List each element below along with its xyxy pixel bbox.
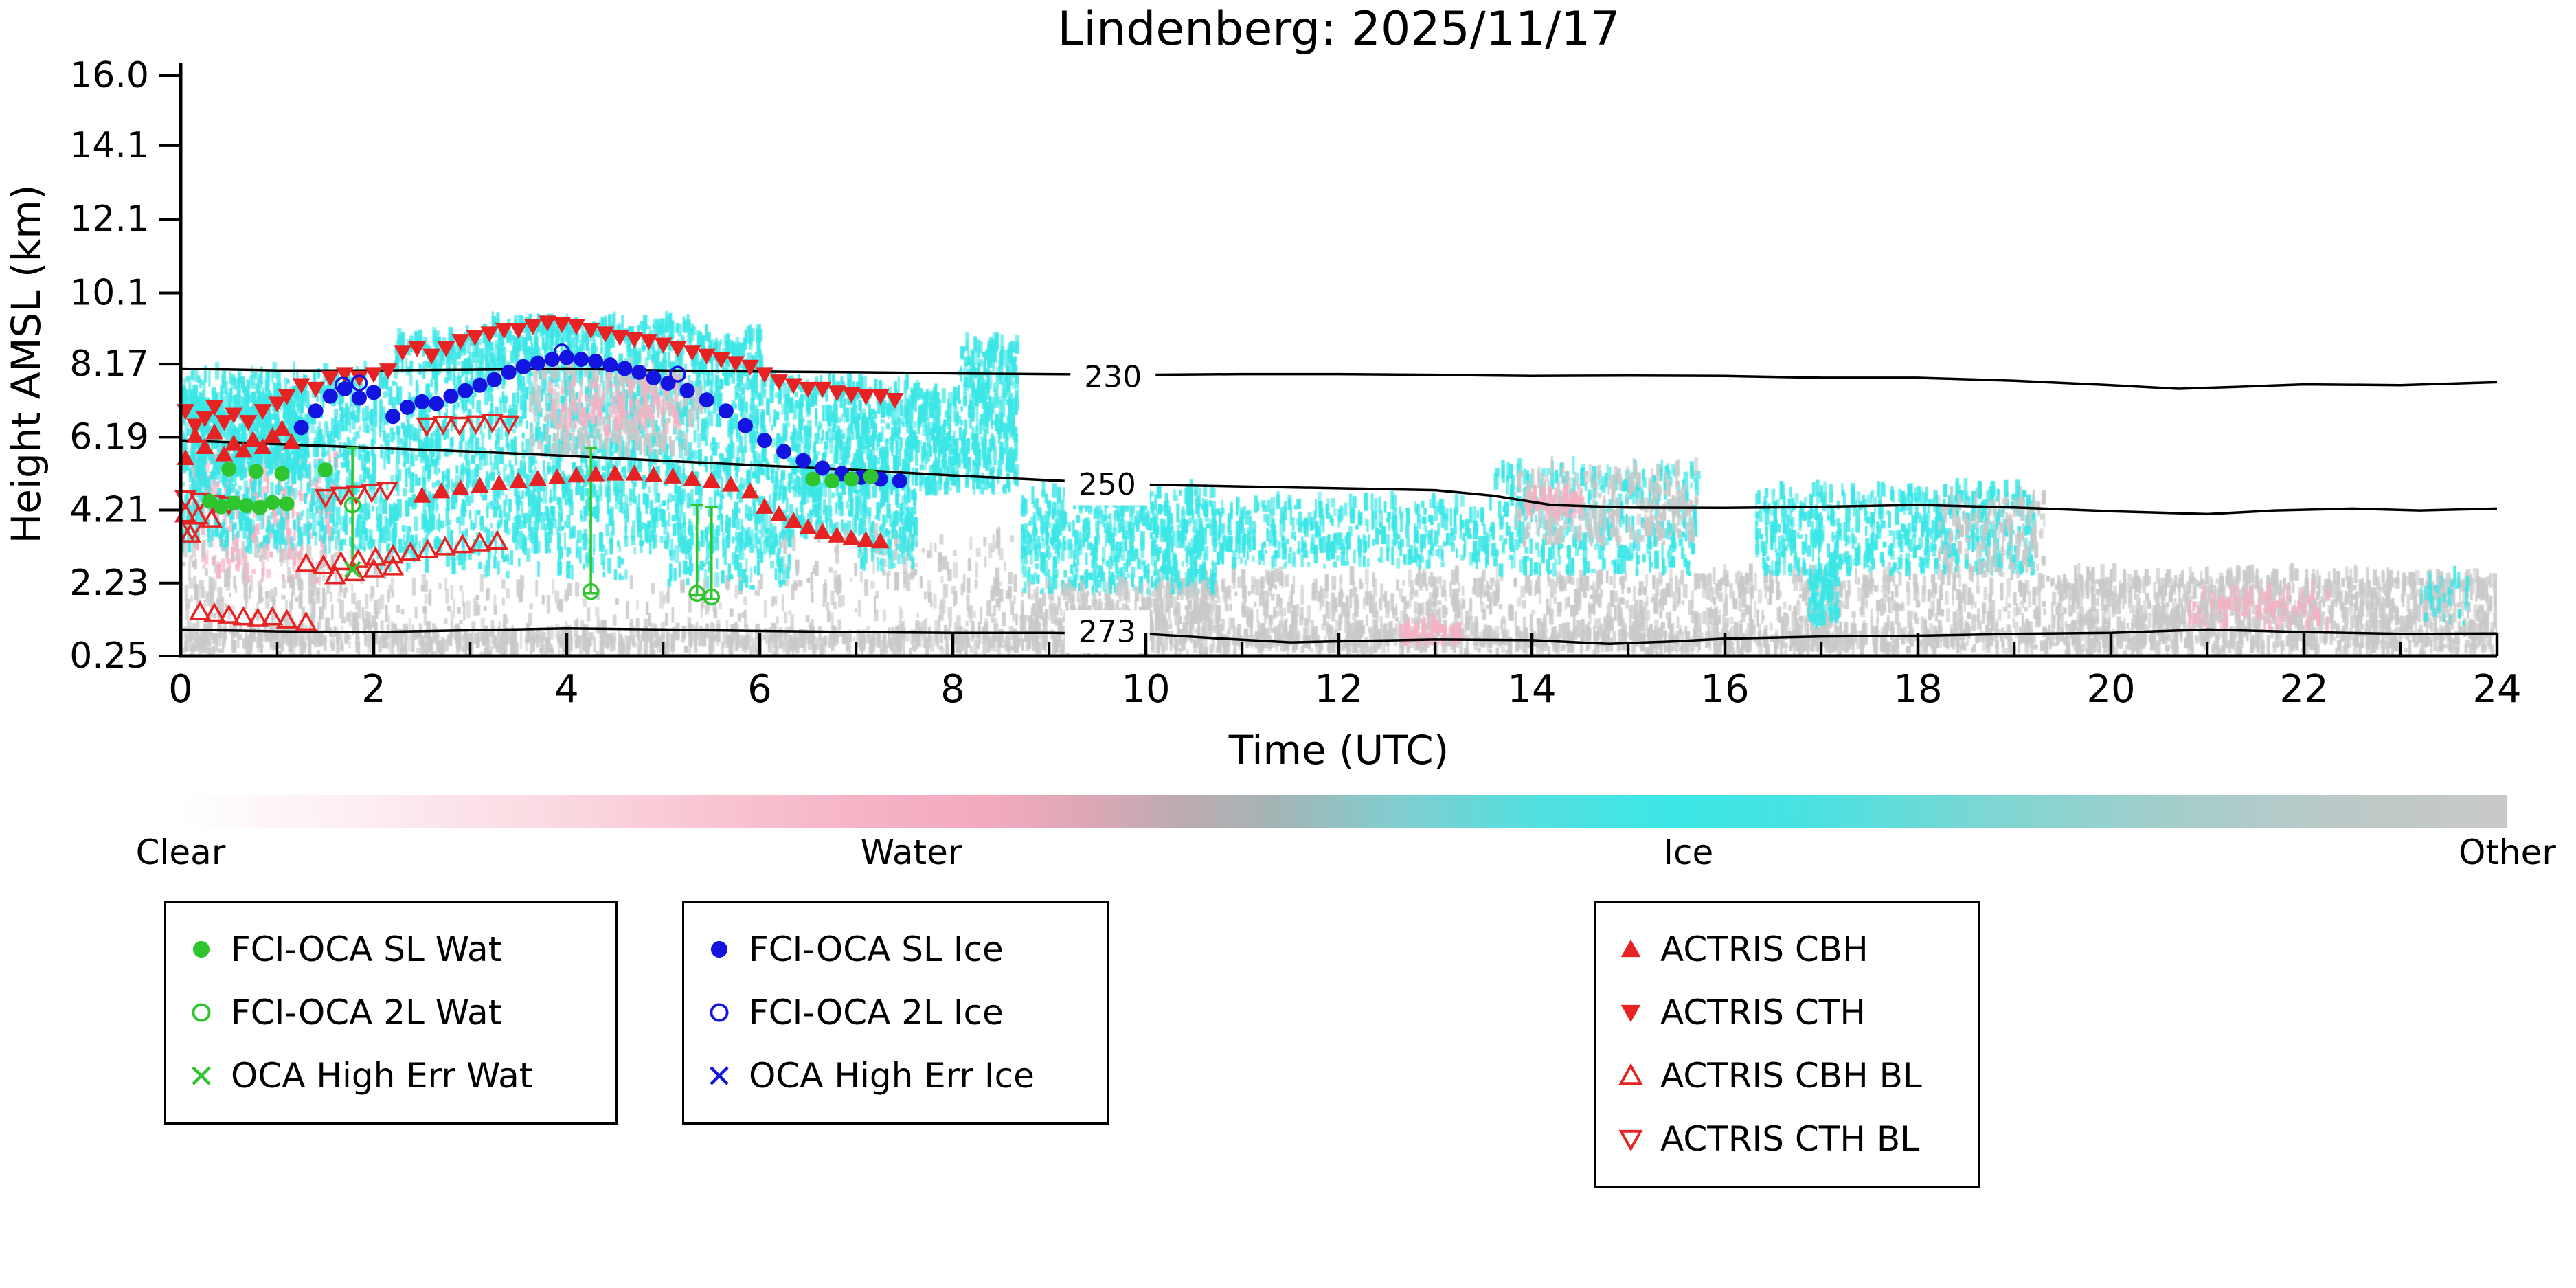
legend-item-label: FCI-OCA 2L Wat (231, 993, 502, 1032)
svg-text:18: 18 (1893, 667, 1942, 712)
triangle-down-open-icon (1618, 1129, 1643, 1152)
svg-text:12: 12 (1314, 667, 1363, 712)
svg-text:230: 230 (1084, 359, 1142, 394)
legend-box-3: ACTRIS CBH ACTRIS CTH ACTRIS CBH BL ACTRIS … (1594, 901, 1980, 1188)
legend-item: OCA High Err Ice (702, 1044, 1089, 1107)
x-axis-label: Time (UTC) (1228, 727, 1449, 773)
legend-item-label: ACTRIS CTH (1660, 993, 1866, 1032)
legend-item-label: FCI-OCA SL Ice (749, 929, 1004, 969)
legend-item-label: ACTRIS CTH BL (1660, 1119, 1920, 1159)
svg-text:14.1: 14.1 (69, 125, 149, 166)
svg-text:8.17: 8.17 (69, 343, 149, 385)
circle-open-icon (192, 1003, 211, 1022)
legend-item: ACTRIS CTH BL (1614, 1107, 1960, 1171)
svg-text:24: 24 (2472, 667, 2521, 712)
svg-text:16.0: 16.0 (69, 55, 149, 96)
svg-text:20: 20 (2086, 667, 2135, 712)
svg-text:2: 2 (361, 667, 386, 712)
svg-text:0: 0 (168, 667, 193, 712)
svg-text:0.25: 0.25 (69, 635, 149, 677)
legend-box-2: FCI-OCA SL Ice FCI-OCA 2L Ice OCA High Err… (682, 901, 1109, 1125)
colorbar-gradient (181, 795, 2507, 828)
colorbar-label-other: Other (2459, 833, 2556, 872)
colorbar (181, 795, 2507, 828)
colorbar-label-water: Water (860, 833, 962, 872)
svg-text:8: 8 (940, 667, 965, 712)
legend-item: FCI-OCA SL Ice (702, 918, 1089, 981)
triangle-down-filled-icon (1620, 1004, 1641, 1023)
svg-text:14: 14 (1507, 667, 1556, 712)
legend-item-label: ACTRIS CBH (1660, 929, 1868, 969)
svg-text:6: 6 (747, 667, 772, 712)
legend-item-label: FCI-OCA 2L Ice (749, 993, 1004, 1032)
circle-filled-icon (710, 940, 728, 958)
legend-item: FCI-OCA 2L Wat (184, 981, 598, 1044)
svg-text:4.21: 4.21 (69, 490, 149, 531)
colorbar-label-clear: Clear (135, 833, 226, 872)
legend-item: ACTRIS CBH BL (1614, 1044, 1960, 1107)
legend-item: FCI-OCA SL Wat (184, 918, 598, 981)
svg-text:273: 273 (1078, 615, 1136, 650)
triangle-up-open-icon (1618, 1063, 1643, 1085)
legend-item-label: OCA High Err Wat (231, 1056, 533, 1096)
svg-text:12.1: 12.1 (69, 199, 149, 240)
legend-item-label: OCA High Err Ice (749, 1056, 1035, 1096)
legend-item-label: ACTRIS CBH BL (1660, 1056, 1922, 1096)
triangle-up-filled-icon (1620, 939, 1641, 958)
svg-text:2.23: 2.23 (69, 563, 149, 604)
svg-text:22: 22 (2279, 667, 2328, 712)
legend-item: ACTRIS CTH (1614, 981, 1960, 1044)
legend-box-1: FCI-OCA SL Wat FCI-OCA 2L Wat OCA High Err… (164, 901, 618, 1125)
svg-text:10: 10 (1121, 667, 1170, 712)
svg-text:6.19: 6.19 (69, 416, 149, 457)
svg-text:10.1: 10.1 (69, 273, 149, 314)
legend-item: FCI-OCA 2L Ice (702, 981, 1089, 1044)
svg-text:16: 16 (1700, 667, 1749, 712)
circle-open-icon (710, 1003, 729, 1022)
svg-text:250: 250 (1078, 467, 1136, 502)
legend-item-label: FCI-OCA SL Wat (231, 929, 502, 969)
colorbar-labels: Clear Water Ice Other (136, 833, 2556, 874)
legend-item: ACTRIS CBH (1614, 918, 1960, 981)
legend-item: OCA High Err Wat (184, 1044, 598, 1107)
svg-text:4: 4 (554, 667, 579, 712)
circle-filled-icon (192, 940, 210, 958)
x-icon (192, 1066, 211, 1085)
colorbar-label-ice: Ice (1663, 833, 1714, 872)
x-icon (710, 1066, 729, 1085)
